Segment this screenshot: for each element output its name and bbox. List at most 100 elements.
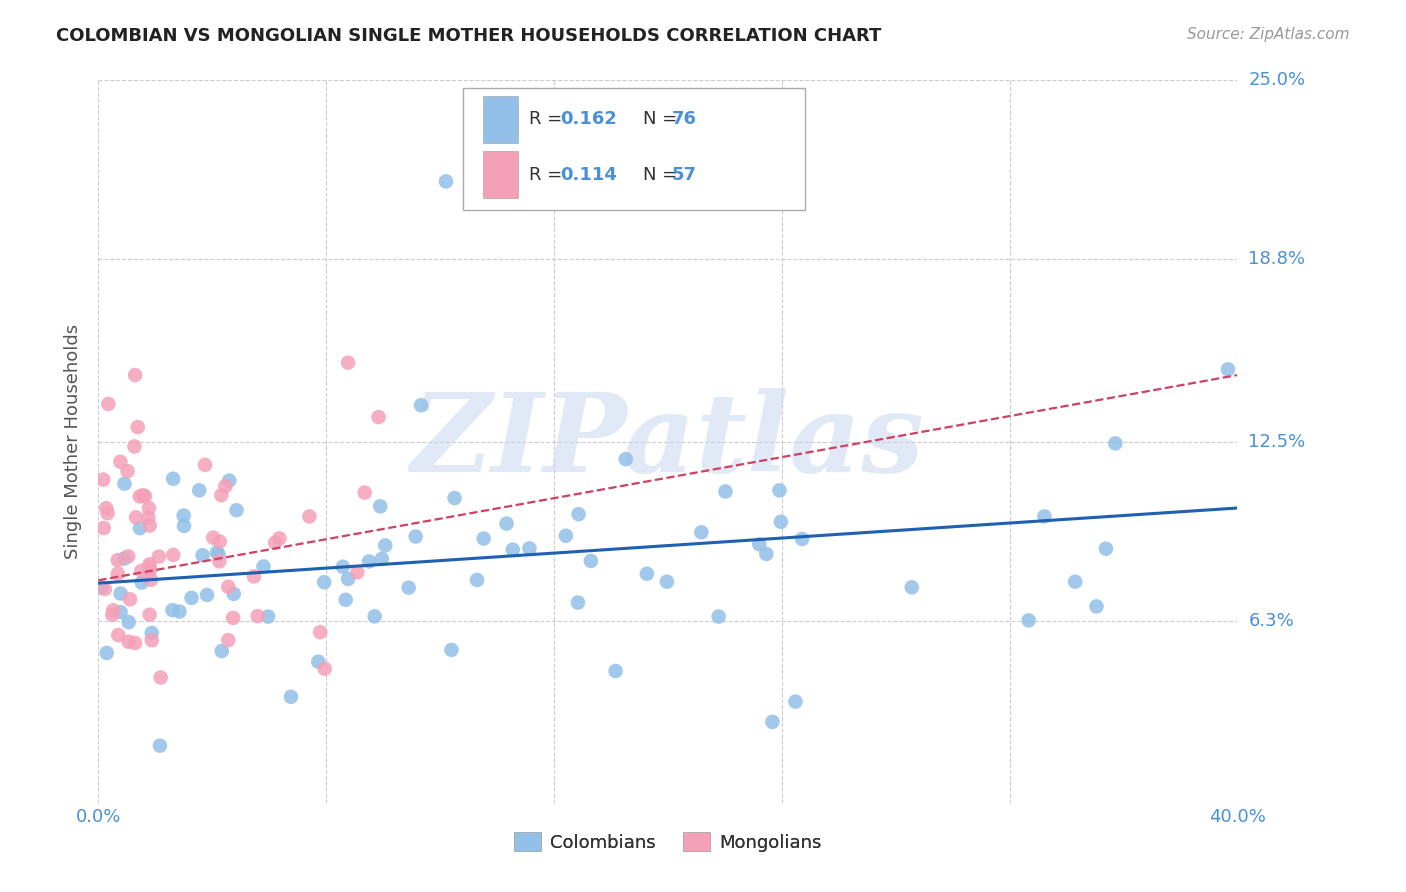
Point: [101, 607, 124, 622]
Point: [1216, 362, 1239, 376]
Point: [173, 519, 195, 533]
Point: [127, 420, 149, 434]
Point: [785, 695, 807, 709]
Point: [748, 537, 770, 551]
Point: [207, 547, 229, 561]
Point: [346, 566, 368, 580]
Point: [148, 549, 170, 564]
Point: [367, 410, 389, 425]
Point: [91, 473, 114, 487]
Point: [94, 582, 117, 596]
Point: [107, 553, 129, 567]
Point: [398, 581, 420, 595]
Point: [132, 488, 155, 502]
Point: [363, 609, 385, 624]
Point: [162, 472, 184, 486]
Point: [188, 483, 211, 498]
Point: [124, 636, 146, 650]
Point: [761, 714, 783, 729]
Point: [554, 529, 576, 543]
Point: [149, 739, 172, 753]
Point: [1085, 599, 1108, 614]
Point: [138, 560, 160, 574]
Point: [443, 491, 465, 505]
Point: [169, 605, 191, 619]
Text: 76: 76: [671, 111, 696, 128]
Text: 25.0%: 25.0%: [1249, 71, 1306, 89]
Point: [405, 529, 427, 543]
Point: [1064, 574, 1087, 589]
Point: [222, 611, 245, 625]
Point: [194, 458, 217, 472]
Point: [502, 542, 524, 557]
Point: [567, 595, 589, 609]
Point: [768, 483, 790, 498]
Point: [110, 455, 132, 469]
Point: [195, 588, 218, 602]
Text: ZIPatlas: ZIPatlas: [411, 388, 925, 495]
Point: [792, 532, 814, 546]
FancyBboxPatch shape: [484, 95, 517, 143]
Point: [900, 580, 922, 594]
Point: [205, 545, 228, 559]
Point: [374, 538, 396, 552]
Point: [214, 479, 236, 493]
Point: [101, 603, 124, 617]
Point: [655, 574, 678, 589]
Point: [217, 633, 239, 648]
Point: [112, 551, 135, 566]
Point: [434, 174, 457, 188]
Point: [309, 625, 332, 640]
Point: [1104, 436, 1126, 450]
Point: [307, 655, 329, 669]
Point: [368, 500, 391, 514]
Point: [96, 646, 118, 660]
Point: [134, 489, 156, 503]
Point: [124, 368, 146, 382]
Point: [769, 515, 792, 529]
Point: [107, 628, 129, 642]
Legend: Colombians, Mongolians: Colombians, Mongolians: [508, 825, 828, 859]
Point: [409, 398, 432, 412]
Point: [225, 503, 247, 517]
Point: [117, 549, 139, 564]
Point: [211, 644, 233, 658]
Text: N =: N =: [643, 111, 683, 128]
Point: [1033, 509, 1056, 524]
Point: [579, 554, 602, 568]
FancyBboxPatch shape: [463, 87, 804, 211]
Point: [1095, 541, 1118, 556]
Text: 6.3%: 6.3%: [1249, 612, 1294, 630]
Point: [337, 572, 360, 586]
Point: [138, 558, 160, 572]
Point: [131, 564, 153, 578]
Point: [118, 592, 141, 607]
Point: [139, 573, 162, 587]
Point: [519, 541, 541, 556]
Point: [707, 609, 730, 624]
Point: [567, 507, 589, 521]
Point: [114, 476, 136, 491]
Point: [614, 452, 637, 467]
Point: [252, 559, 274, 574]
Text: 57: 57: [671, 166, 696, 184]
FancyBboxPatch shape: [484, 151, 517, 198]
Point: [138, 518, 160, 533]
Point: [93, 521, 115, 535]
Point: [191, 548, 214, 562]
Text: Source: ZipAtlas.com: Source: ZipAtlas.com: [1187, 27, 1350, 42]
Point: [371, 552, 394, 566]
Point: [357, 554, 380, 568]
Point: [495, 516, 517, 531]
Text: 18.8%: 18.8%: [1249, 251, 1305, 268]
Text: 0.114: 0.114: [560, 166, 617, 184]
Point: [131, 575, 153, 590]
Point: [208, 554, 231, 568]
Text: 0.162: 0.162: [560, 111, 617, 128]
Text: R =: R =: [529, 166, 568, 184]
Point: [97, 506, 120, 520]
Point: [97, 397, 120, 411]
Point: [714, 484, 737, 499]
Point: [314, 575, 336, 590]
Point: [222, 587, 245, 601]
